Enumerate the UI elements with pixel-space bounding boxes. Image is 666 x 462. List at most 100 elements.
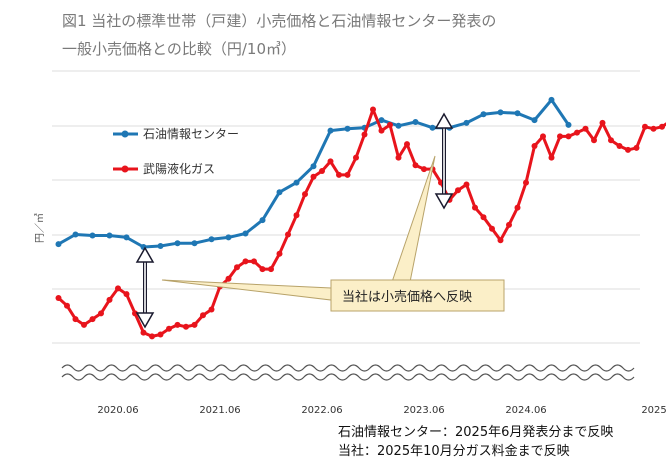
- data-point-company: [370, 106, 376, 113]
- x-tick-label: 2021.06: [199, 405, 240, 416]
- data-point-center: [429, 124, 436, 131]
- data-point-company: [361, 131, 368, 138]
- data-point-company: [191, 321, 198, 328]
- data-point-center: [123, 234, 130, 241]
- legend-label-company: 武陽液化ガス: [143, 161, 215, 176]
- data-point-company: [55, 295, 62, 301]
- data-point-center: [480, 111, 487, 118]
- data-point-company: [616, 143, 623, 149]
- data-point-center: [208, 236, 215, 243]
- data-point-company: [642, 123, 648, 130]
- data-point-center: [225, 234, 232, 241]
- data-point-center: [497, 109, 504, 116]
- data-point-company: [285, 231, 291, 238]
- data-point-company: [276, 250, 283, 257]
- data-point-center: [174, 240, 181, 247]
- data-point-company: [302, 191, 308, 198]
- x-tick-label: 2023.06: [403, 405, 444, 416]
- data-point-company: [514, 204, 521, 211]
- y-axis-label: 円／㎥: [33, 213, 46, 243]
- data-point-center: [514, 110, 521, 117]
- data-point-company: [455, 187, 461, 194]
- legend: 石油情報センター 武陽液化ガス: [113, 127, 239, 176]
- data-point-company: [599, 119, 606, 126]
- data-point-center: [463, 119, 470, 126]
- break-wave-bottom: [61, 373, 635, 381]
- data-point-center: [293, 179, 300, 186]
- data-point-company: [608, 137, 614, 144]
- data-point-center: [412, 119, 419, 125]
- x-tick-label: 2020.06: [97, 405, 138, 416]
- data-point-center: [395, 122, 402, 129]
- x-tick-labels: 2020.06 2021.06 2022.06 2023.06 2024.06 2025.…: [97, 405, 666, 416]
- data-point-company: [123, 291, 130, 298]
- data-point-company: [480, 214, 487, 221]
- data-point-center: [548, 96, 555, 103]
- callout-box: [330, 279, 505, 312]
- series-line-center: [57, 98, 570, 249]
- data-point-center: [378, 117, 385, 124]
- callout: 当社は小売価格へ反映: [161, 155, 505, 312]
- data-point-company: [89, 316, 96, 323]
- data-point-company: [557, 133, 563, 140]
- data-point-center: [565, 121, 572, 128]
- data-point-company: [531, 143, 538, 149]
- data-point-company: [72, 316, 79, 323]
- data-point-company: [208, 306, 215, 313]
- data-point-company: [64, 302, 70, 309]
- legend-label-center: 石油情報センター: [143, 127, 239, 141]
- data-point-company: [98, 310, 104, 317]
- data-point-company: [574, 129, 580, 136]
- callout-pointer-left: [161, 279, 332, 301]
- data-point-center: [531, 117, 538, 124]
- data-point-company: [387, 121, 393, 128]
- data-point-company: [157, 331, 164, 338]
- data-point-company: [378, 127, 385, 134]
- data-point-center: [157, 243, 164, 249]
- chart-title-line2: 一般小売価格との比較（円/10㎥）: [62, 40, 296, 58]
- data-point-company: [149, 333, 155, 340]
- data-point-center: [310, 163, 317, 170]
- series-lines: [55, 96, 666, 340]
- data-point-company: [353, 154, 359, 161]
- data-point-company: [404, 141, 410, 148]
- chart-title-line1: 図1 当社の標準世帯（戸建）小売価格と石油情報センター発表の: [62, 12, 497, 30]
- data-point-center: [344, 125, 351, 132]
- data-point-company: [523, 179, 529, 186]
- data-point-company: [200, 312, 206, 319]
- data-point-company: [625, 146, 631, 153]
- data-point-company: [174, 321, 181, 328]
- data-point-center: [191, 240, 198, 247]
- data-note-center: 石油情報センター：2025年6月発表分まで反映: [338, 425, 614, 440]
- data-point-center: [327, 127, 334, 134]
- data-point-company: [565, 133, 572, 140]
- gridlines: [52, 70, 640, 344]
- data-point-company: [506, 221, 512, 228]
- data-point-company: [251, 258, 257, 265]
- data-point-center: [89, 232, 96, 239]
- data-point-company: [242, 258, 249, 265]
- data-point-company: [412, 162, 419, 169]
- data-point-center: [106, 232, 113, 239]
- legend-marker-company: [121, 165, 129, 173]
- data-point-company: [633, 144, 640, 151]
- data-point-company: [166, 325, 172, 332]
- data-point-company: [344, 171, 351, 178]
- data-point-company: [106, 296, 113, 303]
- data-point-company: [327, 158, 334, 165]
- data-point-company: [268, 266, 274, 273]
- data-point-company: [336, 171, 342, 178]
- data-point-center: [72, 231, 79, 238]
- axis-break-marks: [61, 364, 635, 381]
- data-point-company: [472, 204, 478, 211]
- data-point-company: [489, 225, 495, 232]
- break-wave-top: [61, 364, 635, 372]
- gap-arrow-2020: [135, 246, 155, 329]
- data-point-company: [293, 212, 300, 219]
- data-point-company: [225, 275, 232, 282]
- callout-text: 当社は小売価格へ反映: [342, 289, 472, 305]
- data-point-center: [276, 189, 283, 196]
- x-tick-label: 2022.06: [301, 405, 342, 416]
- data-point-company: [582, 125, 589, 132]
